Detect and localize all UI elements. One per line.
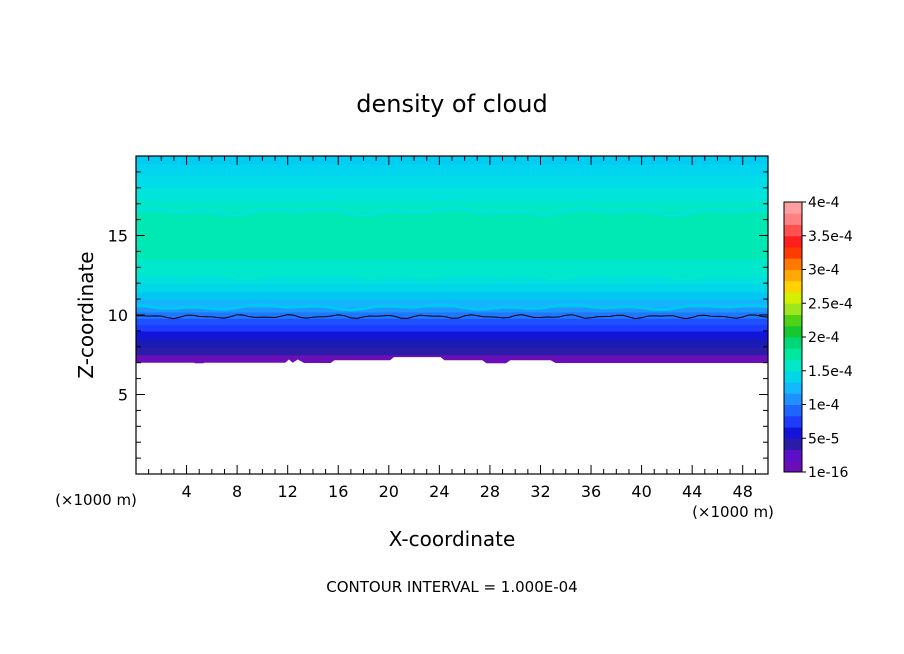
field-band-10 <box>136 283 768 292</box>
colorbar-swatch <box>784 359 802 372</box>
field-band-12 <box>136 259 768 276</box>
field-band-9 <box>136 291 768 300</box>
colorbar-label: 3e-4 <box>808 263 840 279</box>
colorbar-swatch <box>784 438 802 450</box>
colorbar-swatch <box>784 404 802 417</box>
field-band-3 <box>136 330 768 340</box>
band-variation-1 <box>136 206 768 217</box>
field-band-17 <box>136 163 768 176</box>
colorbar-swatch <box>784 325 802 338</box>
x-tick-label: 44 <box>682 482 702 501</box>
field-band-4 <box>136 324 768 332</box>
colorbar-swatch <box>784 460 802 473</box>
colorbar-swatch <box>784 269 802 282</box>
field-band-1 <box>136 346 768 356</box>
y-tick-label: 5 <box>118 386 128 405</box>
x-tick-label: 16 <box>328 482 348 501</box>
no-cloud-region <box>136 357 768 474</box>
x-tick-label: 4 <box>181 482 191 501</box>
field-band-6 <box>136 311 768 319</box>
x-tick-label: 32 <box>530 482 550 501</box>
colorbar-swatch <box>784 202 802 214</box>
field-band-15 <box>136 187 768 202</box>
colorbar-label: 4e-4 <box>808 195 840 211</box>
chart-title: density of cloud <box>356 90 547 118</box>
contour-line <box>136 314 768 320</box>
colorbar-swatch <box>784 235 802 248</box>
colorbar-swatch <box>784 393 802 405</box>
plot-area <box>135 155 769 475</box>
colorbar-swatch <box>784 258 802 270</box>
colorbar-swatch <box>784 337 802 349</box>
y-tick-label: 10 <box>108 306 128 325</box>
colorbar-swatch <box>784 427 802 439</box>
colorbar-swatch <box>784 247 802 259</box>
colorbar-swatch <box>784 213 802 225</box>
x-tick-label: 8 <box>232 482 242 501</box>
y-axis-label: Z-coordinate <box>74 251 98 378</box>
colorbar-swatch <box>784 280 802 293</box>
colorbar-swatch <box>784 370 802 383</box>
x-tick-label: 24 <box>429 482 449 501</box>
x-tick-label: 48 <box>733 482 753 501</box>
colorbar-label: 1e-16 <box>808 465 848 481</box>
y-tick-label: 15 <box>108 227 128 246</box>
cloud-field <box>136 156 768 474</box>
x-tick-label: 36 <box>581 482 601 501</box>
field-band-7 <box>136 307 768 313</box>
field-band-11 <box>136 275 768 284</box>
field-band-8 <box>136 299 768 308</box>
colorbar-swatch <box>784 303 802 315</box>
band-variation-2 <box>136 302 768 312</box>
colorbar-swatch <box>784 382 802 394</box>
colorbar-swatch <box>784 415 802 428</box>
y-unit-label: (×1000 m) <box>55 491 137 509</box>
field-band-2 <box>136 338 768 348</box>
colorbar-swatch <box>784 224 802 237</box>
x-axis-ticks: 4 8 12 16 20 24 28 32 36 40 44 48 <box>148 156 756 501</box>
x-tick-label: 20 <box>379 482 399 501</box>
colorbar-swatch <box>784 292 802 304</box>
field-band-16 <box>136 175 768 189</box>
colorbar-label: 2.5e-4 <box>808 296 853 312</box>
field-band-0 <box>136 354 768 364</box>
colorbar-swatch <box>784 314 802 327</box>
x-tick-label: 40 <box>631 482 651 501</box>
colorbar: 1e-16 5e-5 1e-4 1.5e-4 2e-4 2.5e-4 3e-4 3.5e-4 4… <box>783 195 853 481</box>
x-tick-label: 28 <box>480 482 500 501</box>
x-unit-label: (×1000 m) <box>692 503 774 521</box>
x-axis-label: X-coordinate <box>389 527 516 551</box>
colorbar-label: 1.5e-4 <box>808 364 853 380</box>
colorbar-swatch <box>784 449 802 462</box>
field-band-5 <box>136 318 768 326</box>
band-variation-0 <box>136 269 768 281</box>
field-band-13 <box>136 211 768 260</box>
colorbar-swatch <box>784 348 802 360</box>
colorbar-label: 5e-5 <box>808 431 839 447</box>
colorbar-label: 1e-4 <box>808 398 840 414</box>
colorbar-label: 3.5e-4 <box>808 229 853 245</box>
colorbar-label: 2e-4 <box>808 330 840 346</box>
x-tick-label: 12 <box>278 482 298 501</box>
contour-interval-note: CONTOUR INTERVAL = 1.000E-04 <box>326 578 577 596</box>
y-axis-ticks: 5 10 15 <box>108 171 768 459</box>
